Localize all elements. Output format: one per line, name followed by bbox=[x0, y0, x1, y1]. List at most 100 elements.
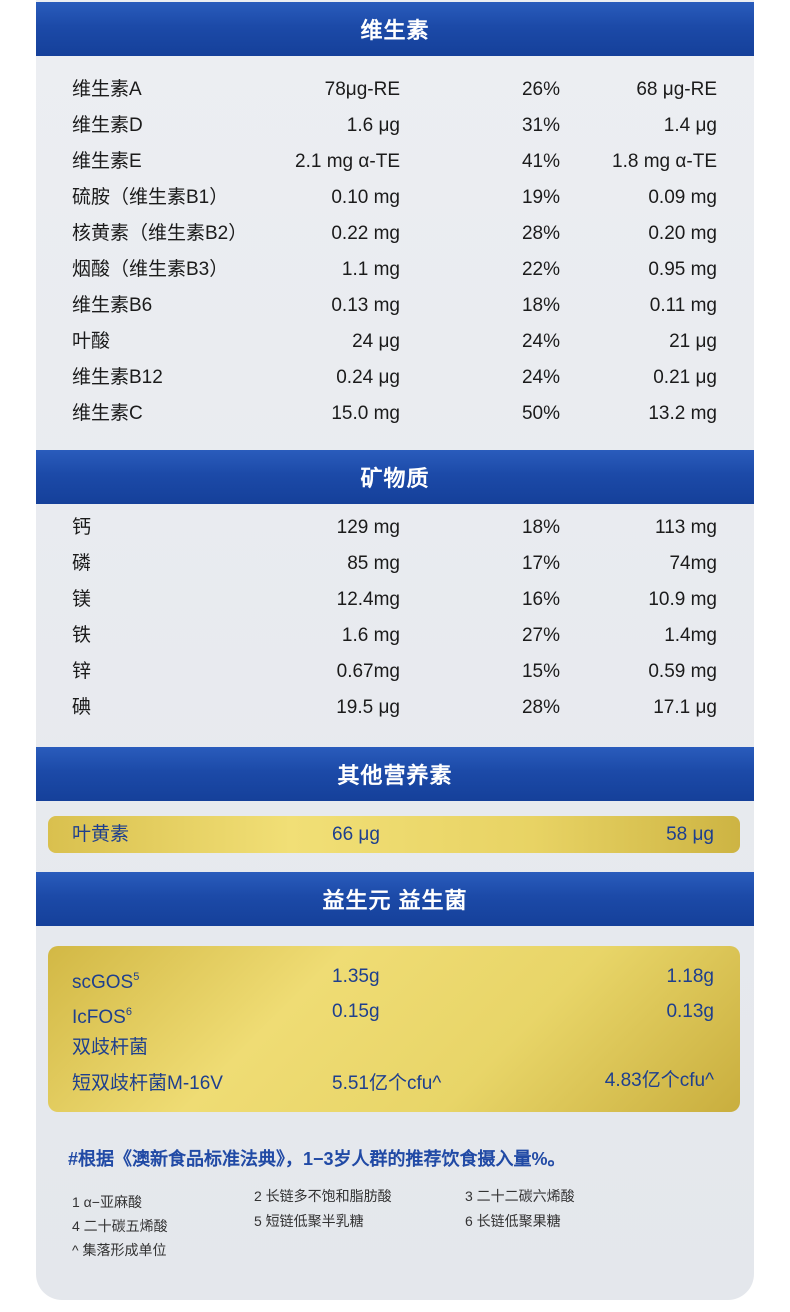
nutrient-name: 维生素E bbox=[72, 151, 142, 172]
section-header-vitamins: 维生素 bbox=[36, 2, 754, 56]
lutein-row bbox=[48, 816, 740, 853]
footnote-6: 6 长链低聚果糖 bbox=[465, 1213, 561, 1229]
nutrient-value-per-100: 0.11 mg bbox=[649, 295, 717, 316]
table-row: 维生素A 78μg-RE 26% 68 μg-RE bbox=[0, 72, 790, 108]
probiotic-value2: 4.83亿个cfu^ bbox=[604, 1070, 714, 1091]
nutrient-name: 钙 bbox=[72, 517, 92, 538]
nutrient-value-per-100: 0.59 mg bbox=[648, 661, 717, 682]
nutrient-value: 0.13 mg bbox=[331, 295, 400, 316]
nutrient-value-per-100: 0.09 mg bbox=[648, 187, 717, 208]
table-row: 叶酸 24 μg 24% 21 μg bbox=[0, 324, 790, 360]
section-header-minerals: 矿物质 bbox=[36, 450, 754, 504]
nutrient-percent: 15% bbox=[521, 661, 560, 682]
nutrient-percent: 31% bbox=[521, 115, 560, 136]
footnote-2: 2 长链多不饱和脂肪酸 bbox=[254, 1188, 392, 1204]
nutrient-name: 维生素D bbox=[72, 115, 143, 136]
nutrient-name: 磷 bbox=[72, 553, 92, 574]
nutrient-percent: 26% bbox=[521, 79, 560, 100]
nutrient-value: 24 μg bbox=[352, 331, 400, 352]
nutrient-percent: 18% bbox=[521, 517, 560, 538]
table-row: 锌 0.67mg 15% 0.59 mg bbox=[0, 654, 790, 690]
footnote-7: ^ 集落形成单位 bbox=[72, 1242, 167, 1258]
nutrient-name: 硫胺（维生素B1） bbox=[72, 187, 229, 208]
footnote-1: 1 α−亚麻酸 bbox=[72, 1194, 142, 1210]
nutrient-value-per-100: 1.4 μg bbox=[663, 115, 717, 136]
nutrient-name: 镁 bbox=[72, 589, 92, 610]
nutrient-name: 叶酸 bbox=[72, 331, 111, 352]
table-row: 核黄素（维生素B2） 0.22 mg 28% 0.20 mg bbox=[0, 216, 790, 252]
nutrient-value: 15.0 mg bbox=[331, 403, 400, 424]
nutrient-name: 维生素C bbox=[72, 403, 143, 424]
table-row: 维生素B12 0.24 μg 24% 0.21 μg bbox=[0, 360, 790, 396]
nutrient-value: 129 mg bbox=[336, 517, 400, 538]
nutrient-value: 12.4mg bbox=[336, 589, 400, 610]
nutrient-percent: 22% bbox=[521, 259, 560, 280]
nutrient-name: 维生素B12 bbox=[72, 367, 163, 388]
nutrient-percent: 28% bbox=[521, 223, 560, 244]
nutrient-percent: 19% bbox=[521, 187, 560, 208]
probiotic-name: 短双歧杆菌M-16V bbox=[72, 1073, 223, 1094]
nutrient-name: 核黄素（维生素B2） bbox=[72, 223, 248, 244]
nutrient-value: 78μg-RE bbox=[324, 79, 400, 100]
table-row: 铁 1.6 mg 27% 1.4mg bbox=[0, 618, 790, 654]
rdi-note: #根据《澳新食品标准法典》，1−3岁人群的推荐饮食摄入量%。 bbox=[68, 1149, 566, 1169]
section-header-other: 其他营养素 bbox=[36, 747, 754, 801]
scgos-name: scGOS5 bbox=[72, 971, 140, 993]
nutrient-value: 1.6 mg bbox=[341, 625, 400, 646]
nutrient-name: 铁 bbox=[72, 625, 92, 646]
icfos-value: 0.15g bbox=[332, 1001, 380, 1022]
nutrient-value-per-100: 0.21 μg bbox=[653, 367, 717, 388]
icfos-name: IcFOS6 bbox=[72, 1006, 132, 1028]
prebiotics-box bbox=[48, 946, 740, 1112]
nutrient-percent: 27% bbox=[521, 625, 560, 646]
nutrient-percent: 50% bbox=[521, 403, 560, 424]
nutrient-value-per-100: 74mg bbox=[669, 553, 717, 574]
nutrient-value-per-100: 17.1 μg bbox=[653, 697, 717, 718]
lutein-name: 叶黄素 bbox=[72, 824, 130, 845]
nutrient-value-per-100: 68 μg-RE bbox=[636, 79, 717, 100]
nutrient-value: 0.22 mg bbox=[331, 223, 400, 244]
nutrient-percent: 24% bbox=[521, 331, 560, 352]
nutrient-name: 碘 bbox=[72, 697, 92, 718]
nutrient-name: 维生素A bbox=[72, 79, 142, 100]
nutrient-value: 85 mg bbox=[347, 553, 400, 574]
probiotic-value: 5.51亿个cfu^ bbox=[332, 1073, 442, 1094]
nutrient-value: 0.24 μg bbox=[336, 367, 400, 388]
scgos-value2: 1.18g bbox=[666, 966, 714, 987]
nutrient-value-per-100: 1.8 mg α-TE bbox=[612, 151, 717, 172]
nutrient-percent: 18% bbox=[521, 295, 560, 316]
table-row: 维生素B6 0.13 mg 18% 0.11 mg bbox=[0, 288, 790, 324]
nutrient-value-per-100: 21 μg bbox=[669, 331, 717, 352]
nutrient-value-per-100: 113 mg bbox=[655, 517, 717, 538]
footnote-5: 5 短链低聚半乳糖 bbox=[254, 1213, 364, 1229]
table-row: 维生素D 1.6 μg 31% 1.4 μg bbox=[0, 108, 790, 144]
footnote-4: 4 二十碳五烯酸 bbox=[72, 1218, 168, 1234]
nutrient-value-per-100: 1.4mg bbox=[664, 625, 717, 646]
nutrient-value: 19.5 μg bbox=[336, 697, 400, 718]
lutein-value2: 58 μg bbox=[666, 824, 714, 845]
lutein-value: 66 μg bbox=[332, 824, 380, 845]
probiotic-group-label: 双歧杆菌 bbox=[72, 1037, 149, 1058]
nutrient-name: 烟酸（维生素B3） bbox=[72, 259, 229, 280]
nutrient-value: 1.1 mg bbox=[341, 259, 400, 280]
section-header-prebiotics: 益生元 益生菌 bbox=[36, 872, 754, 926]
nutrient-value: 0.67mg bbox=[336, 661, 400, 682]
footnote-3: 3 二十二碳六烯酸 bbox=[465, 1188, 575, 1204]
table-row: 硫胺（维生素B1） 0.10 mg 19% 0.09 mg bbox=[0, 180, 790, 216]
nutrient-value-per-100: 0.95 mg bbox=[648, 259, 717, 280]
nutrient-name: 锌 bbox=[72, 661, 92, 682]
scgos-value: 1.35g bbox=[332, 966, 380, 987]
table-row: 磷 85 mg 17% 74mg bbox=[0, 546, 790, 582]
nutrient-value: 2.1 mg α-TE bbox=[295, 151, 400, 172]
table-row: 镁 12.4mg 16% 10.9 mg bbox=[0, 582, 790, 618]
icfos-value2: 0.13g bbox=[666, 1001, 714, 1022]
nutrient-percent: 17% bbox=[521, 553, 560, 574]
nutrient-value: 1.6 μg bbox=[346, 115, 400, 136]
nutrient-value-per-100: 13.2 mg bbox=[648, 403, 717, 424]
table-row: 维生素C 15.0 mg 50% 13.2 mg bbox=[0, 396, 790, 432]
nutrient-percent: 28% bbox=[521, 697, 560, 718]
nutrient-value-per-100: 0.20 mg bbox=[648, 223, 717, 244]
table-row: 烟酸（维生素B3） 1.1 mg 22% 0.95 mg bbox=[0, 252, 790, 288]
nutrient-value: 0.10 mg bbox=[331, 187, 400, 208]
table-row: 钙 129 mg 18% 113 mg bbox=[0, 510, 790, 546]
